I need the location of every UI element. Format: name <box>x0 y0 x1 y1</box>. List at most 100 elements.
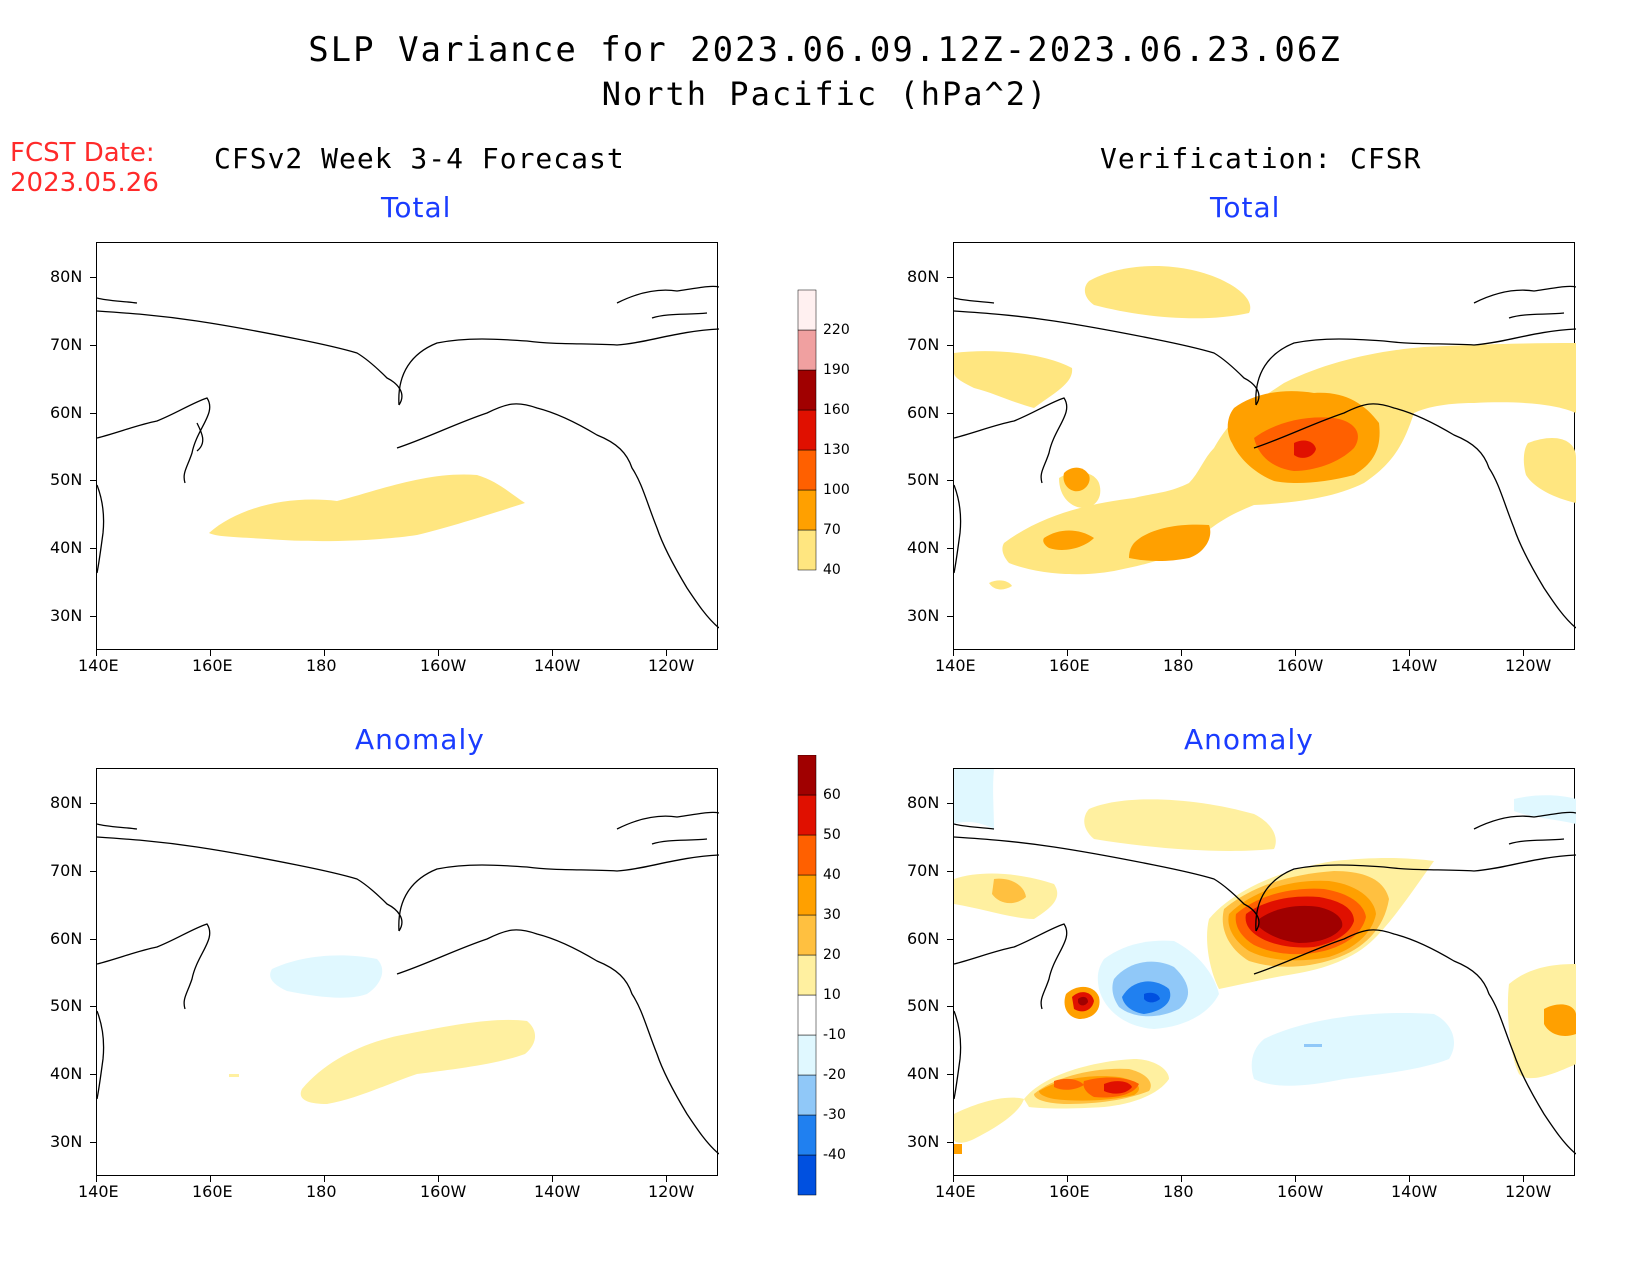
lat-tick <box>947 1006 953 1007</box>
lon-tick <box>96 1176 97 1182</box>
lat-tick <box>947 480 953 481</box>
colorbar-total-label: 100 <box>823 482 850 498</box>
lon-tick <box>1067 650 1068 656</box>
lat-tick <box>90 1074 96 1075</box>
colorbar-anomaly <box>797 755 817 1196</box>
lon-tick <box>1409 1176 1410 1182</box>
lat-tick-label: 50N <box>907 470 940 489</box>
lon-tick <box>1523 650 1524 656</box>
map-forecast-total <box>96 242 719 650</box>
colorbar-total-label: 190 <box>823 362 850 378</box>
colorbar-anomaly-swatch <box>797 834 817 876</box>
lon-tick-label: 140E <box>78 1182 119 1201</box>
lon-tick-label: 180 <box>306 656 337 675</box>
lon-tick <box>210 1176 211 1182</box>
lat-tick <box>947 1142 953 1143</box>
panel-title-fcst-total: Total <box>381 191 452 224</box>
forecast-date-value: 2023.05.26 <box>10 168 159 198</box>
lon-tick-label: 180 <box>1163 656 1194 675</box>
lon-tick-label: 160W <box>1277 656 1324 675</box>
lat-tick-label: 70N <box>50 335 83 354</box>
colorbar-anomaly-label: -20 <box>823 1067 846 1083</box>
lon-tick <box>953 650 954 656</box>
lat-tick-label: 40N <box>907 538 940 557</box>
lon-tick <box>96 650 97 656</box>
colorbar-total-swatch <box>797 369 817 411</box>
lat-tick <box>947 803 953 804</box>
lon-tick-label: 120W <box>648 656 695 675</box>
lon-tick <box>953 1176 954 1182</box>
map-cfsr-anomaly <box>953 768 1576 1176</box>
lat-tick-label: 70N <box>907 335 940 354</box>
lat-tick <box>947 413 953 414</box>
lat-tick <box>90 277 96 278</box>
colorbar-anomaly-swatch <box>797 954 817 996</box>
lat-tick <box>947 939 953 940</box>
lon-tick-label: 140W <box>1391 1182 1438 1201</box>
colorbar-anomaly-label: -10 <box>823 1027 846 1043</box>
lon-tick-label: 160W <box>420 1182 467 1201</box>
colorbar-anomaly-swatch <box>797 994 817 1036</box>
lon-tick-label: 180 <box>306 1182 337 1201</box>
colorbar-total-label: 220 <box>823 322 850 338</box>
colorbar-anomaly-label: -40 <box>823 1147 846 1163</box>
colorbar-anomaly-swatch <box>797 874 817 916</box>
colorbar-anomaly-label: 10 <box>823 987 841 1003</box>
verification-column-title: Verification: CFSR <box>1100 142 1422 175</box>
lon-tick-label: 180 <box>1163 1182 1194 1201</box>
lat-tick <box>947 871 953 872</box>
lat-tick <box>947 277 953 278</box>
lat-tick-label: 80N <box>50 793 83 812</box>
lat-tick-label: 40N <box>50 1064 83 1083</box>
lat-tick <box>90 616 96 617</box>
lon-tick <box>666 650 667 656</box>
lat-tick-label: 60N <box>50 929 83 948</box>
lat-tick-label: 60N <box>907 929 940 948</box>
lat-tick <box>947 1074 953 1075</box>
lat-tick-label: 70N <box>50 861 83 880</box>
lon-tick <box>552 650 553 656</box>
colorbar-anomaly-label: 50 <box>823 827 841 843</box>
panel-title-cfsr-anomaly: Anomaly <box>1184 723 1314 756</box>
lat-tick <box>90 1142 96 1143</box>
main-title: SLP Variance for 2023.06.09.12Z-2023.06.… <box>308 30 1342 70</box>
lon-tick-label: 120W <box>648 1182 695 1201</box>
lat-tick-label: 50N <box>907 996 940 1015</box>
lon-tick-label: 160E <box>192 1182 233 1201</box>
lat-tick-label: 40N <box>907 1064 940 1083</box>
lon-tick-label: 160E <box>1049 1182 1090 1201</box>
colorbar-anomaly-label: 30 <box>823 907 841 923</box>
colorbar-total-label: 70 <box>823 522 841 538</box>
lon-tick-label: 140W <box>1391 656 1438 675</box>
lat-tick-label: 30N <box>50 606 83 625</box>
colorbar-total-swatch <box>797 409 817 451</box>
lon-tick-label: 140E <box>78 656 119 675</box>
lon-tick-label: 160E <box>1049 656 1090 675</box>
main-subtitle: North Pacific (hPa^2) <box>601 75 1049 113</box>
lon-tick-label: 120W <box>1505 656 1552 675</box>
colorbar-total-swatch <box>797 329 817 371</box>
lon-tick <box>1067 1176 1068 1182</box>
lat-tick <box>947 345 953 346</box>
lon-tick <box>1295 650 1296 656</box>
lon-tick <box>1409 650 1410 656</box>
lat-tick <box>90 480 96 481</box>
lat-tick-label: 40N <box>50 538 83 557</box>
lat-tick <box>90 871 96 872</box>
lat-tick <box>90 803 96 804</box>
colorbar-total-swatch <box>797 529 817 571</box>
colorbar-anomaly-label: 20 <box>823 947 841 963</box>
lon-tick-label: 140W <box>534 656 581 675</box>
colorbar-anomaly-label: -30 <box>823 1107 846 1123</box>
lat-tick-label: 80N <box>907 267 940 286</box>
colorbar-anomaly-label: 40 <box>823 867 841 883</box>
forecast-column-title: CFSv2 Week 3-4 Forecast <box>214 142 625 175</box>
lat-tick <box>90 939 96 940</box>
lon-tick-label: 140W <box>534 1182 581 1201</box>
lon-tick-label: 160W <box>420 656 467 675</box>
lat-tick-label: 30N <box>50 1132 83 1151</box>
panel-title-cfsr-total: Total <box>1210 191 1281 224</box>
colorbar-anomaly-label: 60 <box>823 787 841 803</box>
colorbar-total-label: 160 <box>823 402 850 418</box>
colorbar-anomaly-swatch <box>797 1114 817 1156</box>
